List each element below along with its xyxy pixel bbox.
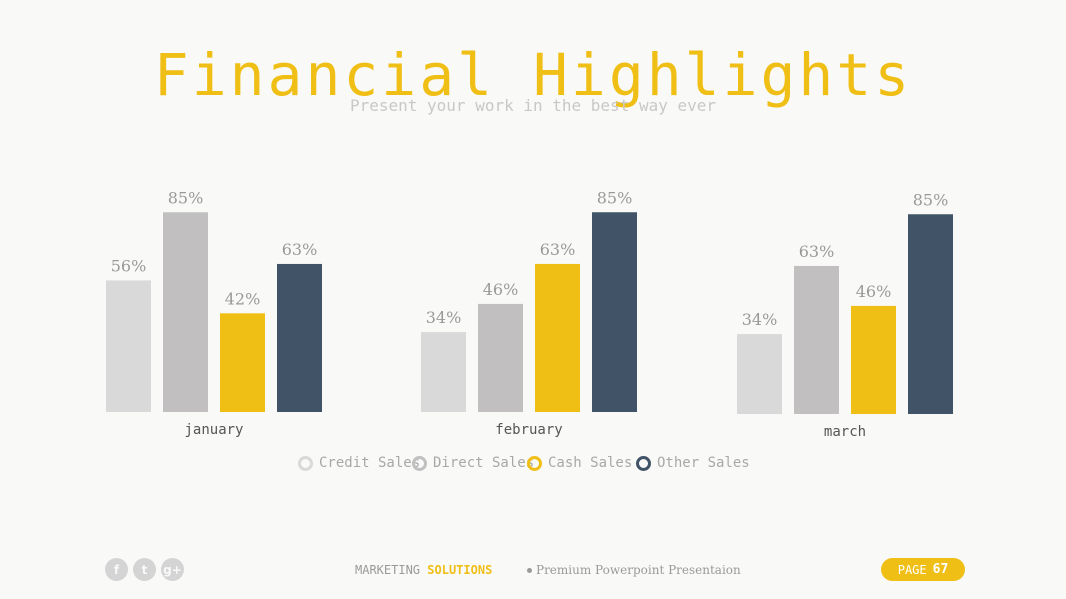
bar-cash-march (851, 305, 896, 414)
data-label-direct-january: 85% (168, 188, 204, 207)
x-tick-label-january: january (184, 422, 243, 438)
legend-ring-icon (636, 455, 651, 471)
tagline-text: Premium Powerpoint Presentaion (536, 563, 741, 577)
bar-cash-february (535, 263, 580, 412)
footer-tagline: Premium Powerpoint Presentaion (527, 563, 741, 577)
data-label-direct-march: 63% (799, 242, 835, 261)
legend-ring-icon (527, 455, 542, 471)
data-label-cash-march: 46% (856, 282, 892, 301)
data-label-credit-march: 34% (742, 310, 778, 329)
brand-prefix: MARKETING (355, 563, 421, 577)
data-label-credit-february: 34% (426, 308, 462, 327)
bar-credit-january (106, 280, 151, 412)
bar-other-march (908, 214, 953, 414)
legend-item-direct-sales: Direct Sales (412, 455, 534, 471)
data-label-other-february: 85% (597, 188, 633, 207)
legend-label: Cash Sales (548, 455, 633, 471)
data-label-credit-january: 56% (111, 256, 147, 275)
bar-direct-january (163, 212, 208, 412)
legend-label: Credit Sales (319, 455, 421, 471)
data-label-cash-january: 42% (225, 289, 261, 308)
page-subtitle: Present your work in the best way ever (349, 96, 717, 115)
bar-other-february (592, 212, 637, 412)
footer-brand: MARKETING SOLUTIONS (355, 563, 492, 577)
bar-credit-february (421, 332, 466, 412)
page-number: 67 (932, 562, 949, 577)
legend-item-credit-sales: Credit Sales (298, 455, 420, 471)
legend-ring-icon (412, 455, 427, 471)
legend-label: Other Sales (657, 455, 750, 471)
bar-other-january (277, 263, 322, 412)
facebook-icon[interactable]: f (105, 558, 128, 581)
page-label: PAGE (897, 562, 927, 577)
legend-item-cash-sales: Cash Sales (527, 455, 632, 471)
brand-accent: SOLUTIONS (427, 563, 493, 577)
page-title: Financial Highlights (153, 41, 913, 109)
bullet-dot-icon (527, 567, 532, 573)
page-number-badge: PAGE 67 (881, 558, 965, 581)
data-label-cash-february: 63% (540, 240, 576, 259)
bar-credit-march (737, 334, 782, 414)
x-tick-label-february: february (495, 422, 562, 438)
data-label-direct-february: 46% (483, 280, 519, 299)
legend-label: Direct Sales (433, 455, 535, 471)
twitter-icon[interactable]: t (133, 558, 156, 581)
social-links: f t g+ (105, 558, 184, 581)
data-label-other-january: 63% (282, 240, 318, 259)
bar-cash-january (220, 313, 265, 412)
bar-direct-february (478, 303, 523, 412)
x-tick-label-march: march (824, 424, 866, 440)
legend-item-other-sales: Other Sales (636, 455, 750, 471)
data-label-other-march: 85% (913, 190, 949, 209)
bar-direct-march (794, 265, 839, 414)
legend-ring-icon (298, 455, 313, 471)
google-plus-icon[interactable]: g+ (161, 558, 184, 581)
bar-chart: 56% 85% 42% 63% january 34% 46% 63% 85% february 3… (106, 188, 953, 440)
